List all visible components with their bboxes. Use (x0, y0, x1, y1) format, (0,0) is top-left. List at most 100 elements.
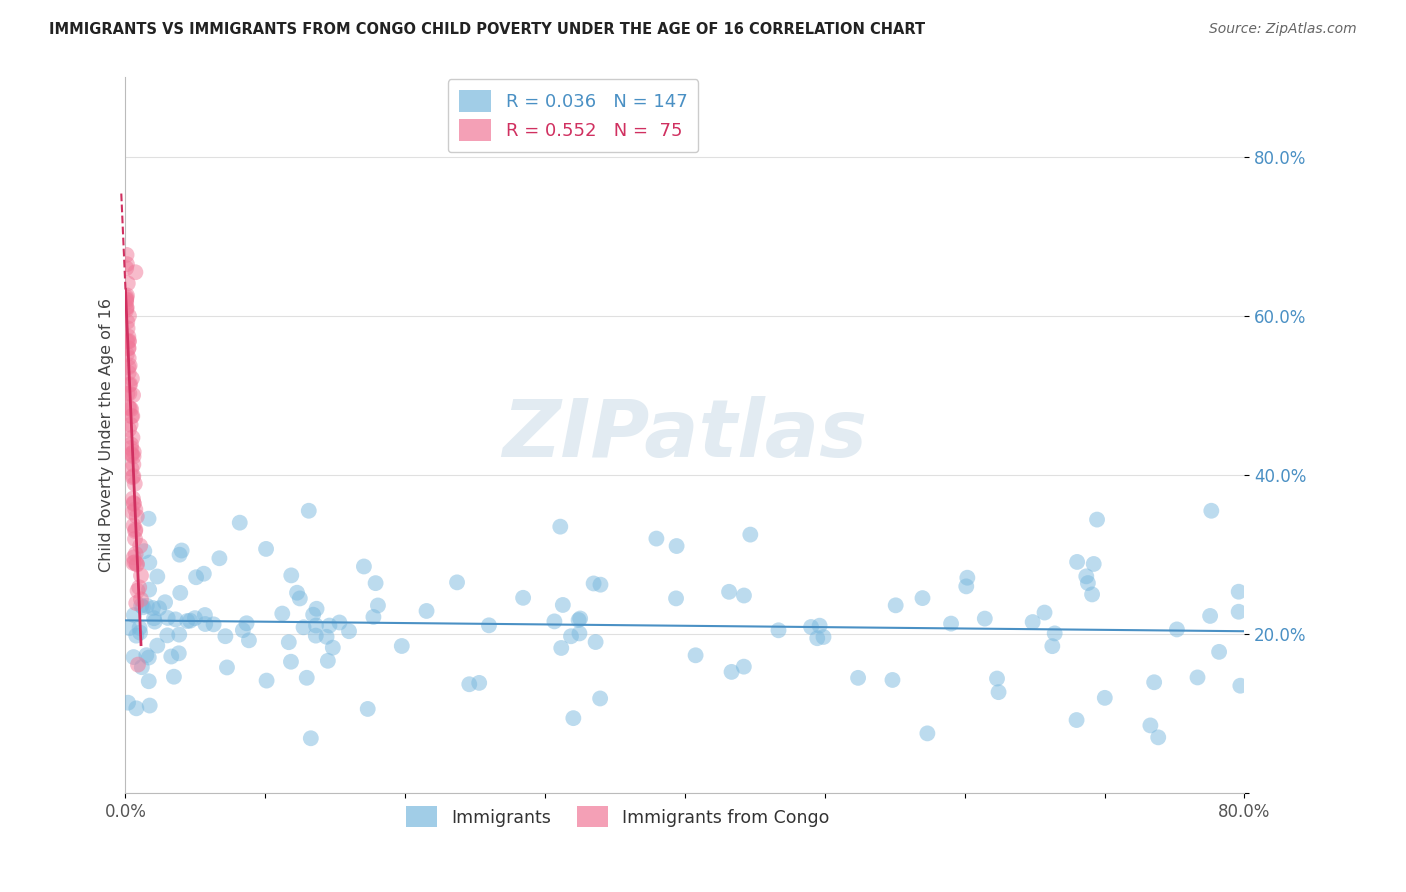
Point (215, 660, 238, 674)
Point (305, 601, 328, 615)
Point (138, 650, 160, 665)
Point (115, 334, 138, 349)
Point (367, 599, 389, 613)
Point (193, 566, 215, 581)
Point (322, 640, 344, 655)
Point (117, 400, 139, 414)
Point (160, 649, 183, 664)
Point (167, 646, 190, 660)
Point (194, 617, 217, 632)
Point (122, 445, 145, 459)
Point (543, 615, 565, 629)
Point (446, 575, 468, 590)
Point (1208, 645, 1230, 659)
Point (458, 677, 481, 691)
Point (117, 386, 139, 401)
Point (813, 630, 835, 644)
Point (229, 516, 252, 530)
Point (176, 614, 198, 628)
Point (122, 650, 145, 665)
Point (882, 673, 904, 687)
Point (316, 654, 339, 668)
Point (1066, 713, 1088, 727)
Point (138, 582, 160, 597)
Point (364, 576, 387, 591)
Point (115, 301, 138, 315)
Point (129, 625, 152, 640)
Point (143, 615, 166, 629)
Point (122, 497, 145, 511)
Point (318, 618, 340, 632)
Point (551, 598, 574, 612)
Point (363, 610, 385, 624)
Point (548, 519, 571, 533)
Point (170, 543, 193, 558)
Point (277, 635, 299, 649)
Point (288, 591, 311, 606)
Y-axis label: Child Poverty Under the Age of 16: Child Poverty Under the Age of 16 (100, 298, 114, 573)
Point (118, 621, 141, 635)
Point (235, 616, 257, 631)
Point (132, 600, 155, 615)
Point (122, 550, 145, 565)
Point (415, 604, 437, 618)
Point (124, 532, 146, 546)
Point (121, 505, 143, 519)
Point (285, 585, 308, 599)
Point (800, 620, 823, 634)
Point (135, 648, 157, 663)
Point (645, 532, 668, 546)
Point (1147, 731, 1170, 745)
Point (238, 633, 260, 648)
Point (1199, 608, 1222, 623)
Point (129, 592, 152, 607)
Point (585, 635, 607, 649)
Point (280, 655, 302, 669)
Point (121, 409, 143, 423)
Point (156, 611, 179, 625)
Point (1077, 576, 1099, 591)
Point (121, 470, 143, 484)
Point (665, 539, 688, 553)
Point (1094, 690, 1116, 705)
Point (589, 577, 612, 591)
Point (124, 476, 146, 491)
Point (184, 611, 207, 625)
Point (146, 639, 169, 653)
Point (560, 629, 582, 643)
Point (768, 624, 790, 638)
Point (292, 620, 315, 634)
Point (129, 568, 152, 582)
Point (665, 591, 688, 606)
Point (115, 303, 138, 318)
Point (256, 673, 278, 688)
Point (1076, 569, 1098, 583)
Point (295, 671, 318, 685)
Point (121, 462, 143, 476)
Point (806, 631, 828, 645)
Point (153, 595, 176, 609)
Point (121, 448, 143, 462)
Point (117, 321, 139, 335)
Point (733, 589, 755, 603)
Point (124, 555, 146, 569)
Point (1166, 623, 1188, 637)
Point (956, 571, 979, 585)
Point (127, 657, 149, 672)
Point (478, 618, 501, 632)
Point (740, 527, 762, 541)
Point (129, 599, 152, 613)
Point (1081, 587, 1104, 601)
Point (1187, 670, 1209, 684)
Point (939, 616, 962, 631)
Point (124, 524, 146, 538)
Point (135, 599, 157, 613)
Point (122, 608, 145, 623)
Point (1085, 512, 1108, 526)
Point (115, 261, 138, 276)
Point (163, 670, 186, 684)
Point (955, 579, 977, 593)
Point (1043, 626, 1066, 640)
Point (121, 431, 143, 445)
Point (357, 702, 380, 716)
